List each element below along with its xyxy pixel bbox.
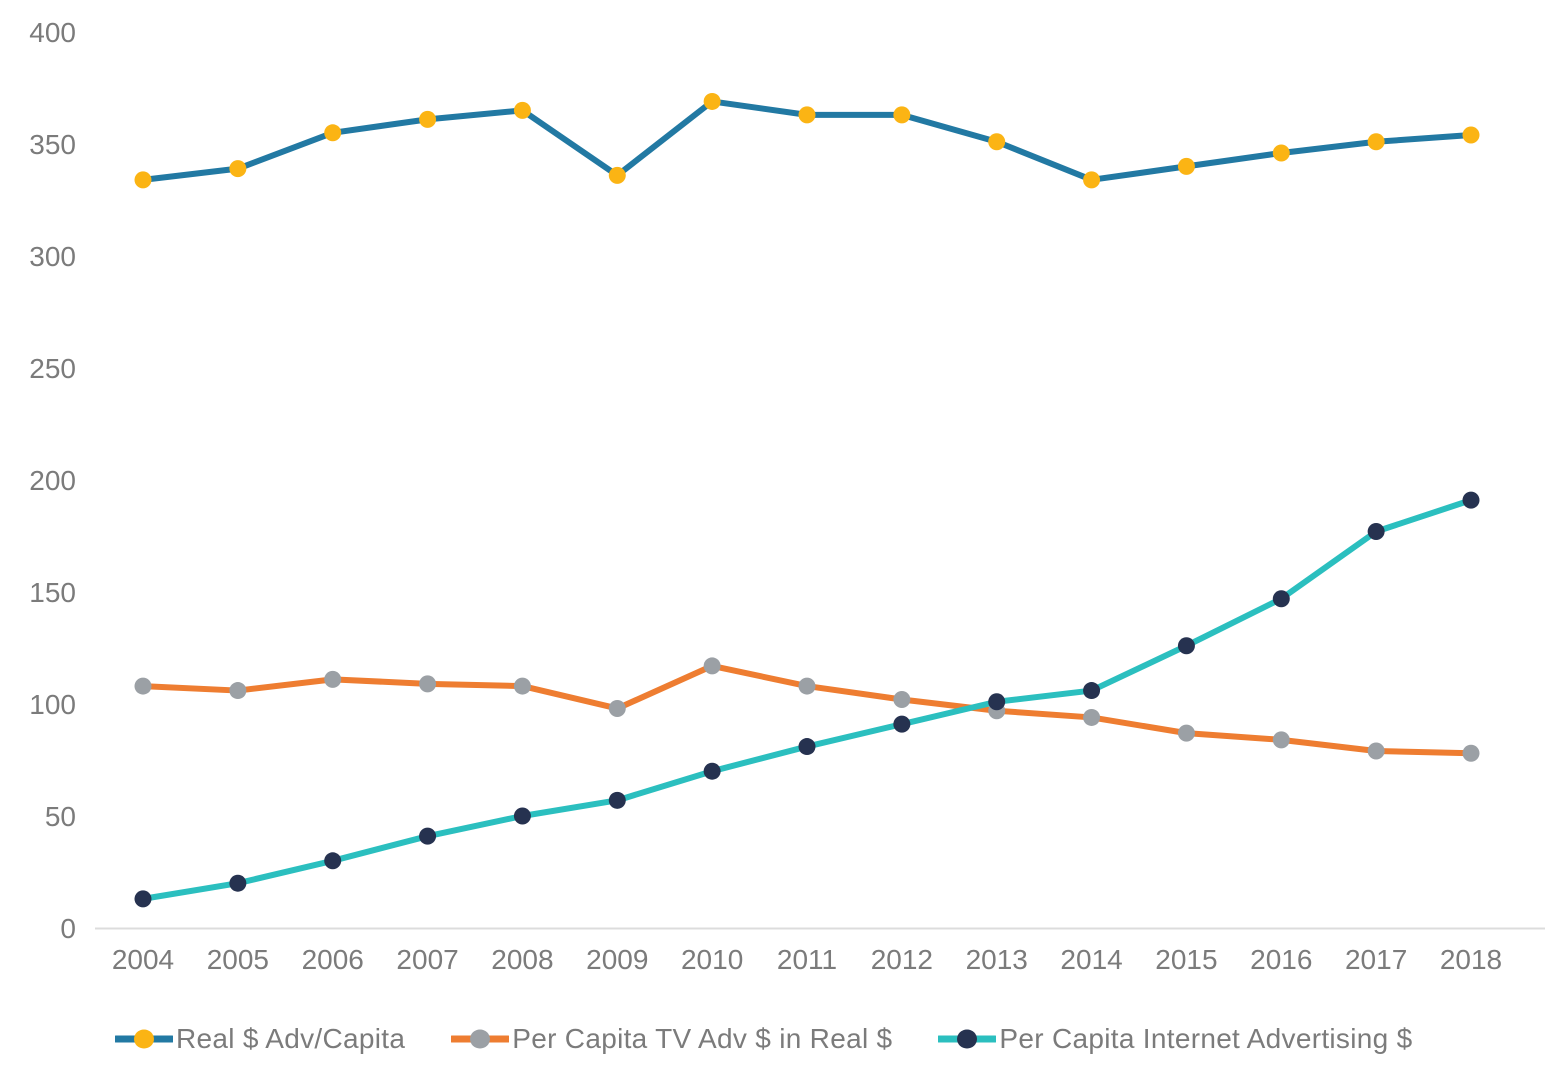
data-point-marker: [988, 693, 1006, 711]
data-point-marker: [608, 791, 626, 809]
data-point-marker: [1177, 157, 1195, 175]
data-point-marker: [1177, 724, 1195, 742]
data-point-marker: [1367, 523, 1385, 541]
x-axis-tick-label: 2004: [112, 944, 174, 975]
legend-swatch-icon: [938, 1029, 997, 1049]
data-point-marker: [893, 691, 911, 709]
line-chart: 0 50 100 150 200 250 300 350 400 2004 2005 2006 2007…: [29, 17, 1545, 975]
legend-swatch-icon: [115, 1029, 173, 1049]
x-axis-tick-label: 2009: [586, 944, 648, 975]
x-axis-tick-label: 2008: [491, 944, 553, 975]
series-line-2: [140, 497, 1474, 902]
data-point-marker: [513, 807, 531, 825]
y-axis-tick-label: 150: [29, 577, 76, 608]
data-point-marker: [134, 677, 152, 695]
x-axis-tick-label: 2013: [966, 944, 1028, 975]
x-axis-tick-label: 2010: [681, 944, 743, 975]
data-point-marker: [419, 110, 437, 128]
y-axis-tick-label: 50: [45, 801, 76, 832]
x-axis-tick-label: 2015: [1155, 944, 1217, 975]
data-point-marker: [419, 827, 437, 845]
data-point-marker: [893, 106, 911, 124]
x-axis-tick-label: 2012: [871, 944, 933, 975]
x-axis-tick-label: 2005: [207, 944, 269, 975]
y-axis-tick-label: 350: [29, 129, 76, 160]
y-axis-tick-label: 0: [60, 913, 76, 944]
data-point-marker: [1367, 133, 1385, 151]
data-point-marker: [1272, 144, 1290, 162]
y-axis-tick-label: 100: [29, 689, 76, 720]
data-point-marker: [1272, 731, 1290, 749]
data-point-marker: [1083, 682, 1101, 700]
y-axis-tick-label: 200: [29, 465, 76, 496]
data-point-marker: [1462, 491, 1480, 509]
data-point-marker: [324, 670, 342, 688]
data-point-marker: [134, 890, 152, 908]
data-point-marker: [134, 171, 152, 189]
x-axis-tick-label: 2018: [1440, 944, 1502, 975]
data-point-marker: [1083, 708, 1101, 726]
data-point-marker: [513, 677, 531, 695]
data-point-marker: [703, 762, 721, 780]
data-point-marker: [608, 166, 626, 184]
data-point-marker: [703, 92, 721, 110]
data-point-marker: [229, 682, 247, 700]
legend-item-2: Per Capita Internet Advertising $: [938, 1023, 1412, 1055]
y-axis-tick-label: 300: [29, 241, 76, 272]
legend-item-0: Real $ Adv/Capita: [115, 1023, 405, 1055]
x-axis-tick-label: 2014: [1060, 944, 1122, 975]
x-axis-tick-label: 2017: [1345, 944, 1407, 975]
data-point-marker: [893, 715, 911, 733]
legend-item-1: Per Capita TV Adv $ in Real $: [451, 1023, 892, 1055]
data-point-marker: [229, 874, 247, 892]
legend-label: Per Capita Internet Advertising $: [999, 1023, 1413, 1054]
data-point-marker: [324, 852, 342, 870]
data-point-marker: [1083, 171, 1101, 189]
chart-legend: Real $ Adv/Capita Per Capita TV Adv $ in …: [115, 1023, 1412, 1055]
data-point-marker: [608, 699, 626, 717]
data-point-marker: [419, 675, 437, 693]
legend-label: Per Capita TV Adv $ in Real $: [512, 1023, 893, 1054]
data-point-marker: [798, 677, 816, 695]
y-axis-tick-label: 250: [29, 353, 76, 384]
data-point-marker: [1272, 590, 1290, 608]
data-point-marker: [988, 133, 1006, 151]
data-point-marker: [324, 124, 342, 142]
legend-label: Real $ Adv/Capita: [176, 1023, 406, 1054]
data-point-marker: [798, 106, 816, 124]
data-point-marker: [513, 101, 531, 119]
data-point-marker: [229, 160, 247, 178]
x-axis-tick-label: 2007: [396, 944, 458, 975]
y-axis-tick-label: 400: [29, 17, 76, 48]
data-point-marker: [1177, 637, 1195, 655]
data-point-marker: [703, 657, 721, 675]
data-point-marker: [1462, 744, 1480, 762]
data-point-marker: [1367, 742, 1385, 760]
x-axis-tick-label: 2006: [302, 944, 364, 975]
x-axis-tick-label: 2016: [1250, 944, 1312, 975]
x-axis-tick-label: 2011: [777, 944, 837, 975]
data-point-marker: [798, 738, 816, 756]
legend-swatch-icon: [451, 1029, 510, 1049]
data-point-marker: [1462, 126, 1480, 144]
